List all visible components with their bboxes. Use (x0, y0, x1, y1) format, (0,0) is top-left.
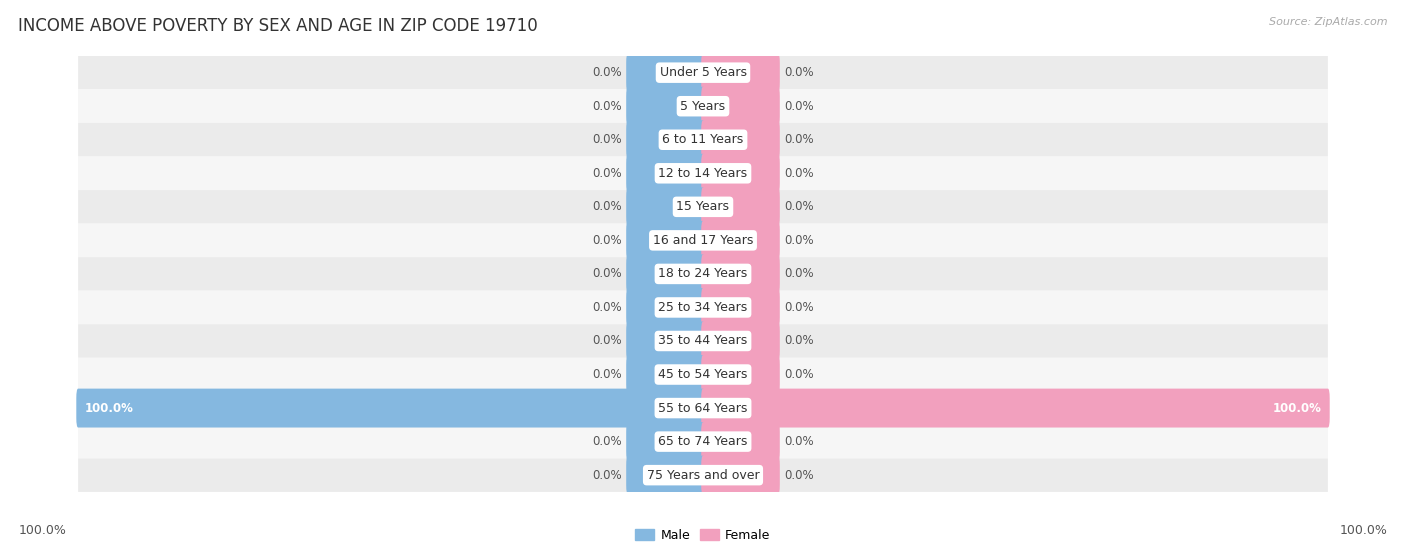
Text: 0.0%: 0.0% (592, 435, 621, 448)
FancyBboxPatch shape (79, 291, 1327, 324)
FancyBboxPatch shape (702, 288, 780, 327)
FancyBboxPatch shape (79, 324, 1327, 358)
Text: 0.0%: 0.0% (592, 234, 621, 247)
FancyBboxPatch shape (626, 53, 704, 92)
Text: 15 Years: 15 Years (676, 200, 730, 214)
FancyBboxPatch shape (79, 89, 1327, 123)
Text: 25 to 34 Years: 25 to 34 Years (658, 301, 748, 314)
FancyBboxPatch shape (702, 254, 780, 293)
FancyBboxPatch shape (79, 257, 1327, 291)
Text: 0.0%: 0.0% (592, 301, 621, 314)
Text: 0.0%: 0.0% (592, 167, 621, 180)
FancyBboxPatch shape (626, 87, 704, 126)
FancyBboxPatch shape (702, 456, 780, 495)
Text: 5 Years: 5 Years (681, 100, 725, 113)
FancyBboxPatch shape (702, 53, 780, 92)
FancyBboxPatch shape (79, 56, 1327, 89)
Text: 18 to 24 Years: 18 to 24 Years (658, 267, 748, 281)
Text: 0.0%: 0.0% (785, 200, 814, 214)
Text: 75 Years and over: 75 Years and over (647, 468, 759, 482)
FancyBboxPatch shape (702, 187, 780, 226)
FancyBboxPatch shape (626, 456, 704, 495)
Text: 100.0%: 100.0% (84, 401, 134, 415)
Text: 0.0%: 0.0% (592, 368, 621, 381)
Text: 45 to 54 Years: 45 to 54 Years (658, 368, 748, 381)
FancyBboxPatch shape (702, 120, 780, 159)
Text: INCOME ABOVE POVERTY BY SEX AND AGE IN ZIP CODE 19710: INCOME ABOVE POVERTY BY SEX AND AGE IN Z… (18, 17, 538, 35)
FancyBboxPatch shape (626, 187, 704, 226)
Text: 0.0%: 0.0% (592, 468, 621, 482)
Text: 55 to 64 Years: 55 to 64 Years (658, 401, 748, 415)
FancyBboxPatch shape (79, 391, 1327, 425)
Text: 6 to 11 Years: 6 to 11 Years (662, 133, 744, 146)
Text: 0.0%: 0.0% (592, 267, 621, 281)
Text: 0.0%: 0.0% (785, 435, 814, 448)
Legend: Male, Female: Male, Female (630, 524, 776, 547)
FancyBboxPatch shape (702, 154, 780, 193)
Text: 0.0%: 0.0% (785, 66, 814, 79)
FancyBboxPatch shape (702, 389, 1330, 428)
FancyBboxPatch shape (702, 221, 780, 260)
FancyBboxPatch shape (626, 221, 704, 260)
Text: 100.0%: 100.0% (1272, 401, 1322, 415)
Text: 0.0%: 0.0% (592, 200, 621, 214)
FancyBboxPatch shape (76, 389, 704, 428)
FancyBboxPatch shape (702, 87, 780, 126)
Text: 0.0%: 0.0% (785, 100, 814, 113)
FancyBboxPatch shape (702, 355, 780, 394)
FancyBboxPatch shape (702, 422, 780, 461)
FancyBboxPatch shape (626, 120, 704, 159)
FancyBboxPatch shape (79, 190, 1327, 224)
Text: 0.0%: 0.0% (785, 133, 814, 146)
Text: 0.0%: 0.0% (592, 133, 621, 146)
FancyBboxPatch shape (626, 355, 704, 394)
FancyBboxPatch shape (79, 224, 1327, 257)
Text: 0.0%: 0.0% (785, 334, 814, 348)
Text: 65 to 74 Years: 65 to 74 Years (658, 435, 748, 448)
Text: 0.0%: 0.0% (785, 368, 814, 381)
FancyBboxPatch shape (79, 425, 1327, 458)
FancyBboxPatch shape (626, 254, 704, 293)
Text: 0.0%: 0.0% (785, 267, 814, 281)
FancyBboxPatch shape (79, 123, 1327, 157)
Text: 100.0%: 100.0% (18, 524, 66, 537)
FancyBboxPatch shape (79, 358, 1327, 391)
Text: 0.0%: 0.0% (785, 301, 814, 314)
Text: Source: ZipAtlas.com: Source: ZipAtlas.com (1270, 17, 1388, 27)
Text: 0.0%: 0.0% (785, 234, 814, 247)
Text: Under 5 Years: Under 5 Years (659, 66, 747, 79)
Text: 12 to 14 Years: 12 to 14 Years (658, 167, 748, 180)
FancyBboxPatch shape (626, 154, 704, 193)
Text: 0.0%: 0.0% (592, 334, 621, 348)
Text: 100.0%: 100.0% (1340, 524, 1388, 537)
Text: 0.0%: 0.0% (785, 468, 814, 482)
FancyBboxPatch shape (79, 458, 1327, 492)
FancyBboxPatch shape (626, 321, 704, 361)
FancyBboxPatch shape (626, 288, 704, 327)
Text: 0.0%: 0.0% (592, 66, 621, 79)
FancyBboxPatch shape (79, 157, 1327, 190)
Text: 0.0%: 0.0% (592, 100, 621, 113)
FancyBboxPatch shape (702, 321, 780, 361)
FancyBboxPatch shape (626, 422, 704, 461)
Text: 16 and 17 Years: 16 and 17 Years (652, 234, 754, 247)
Text: 0.0%: 0.0% (785, 167, 814, 180)
Text: 35 to 44 Years: 35 to 44 Years (658, 334, 748, 348)
